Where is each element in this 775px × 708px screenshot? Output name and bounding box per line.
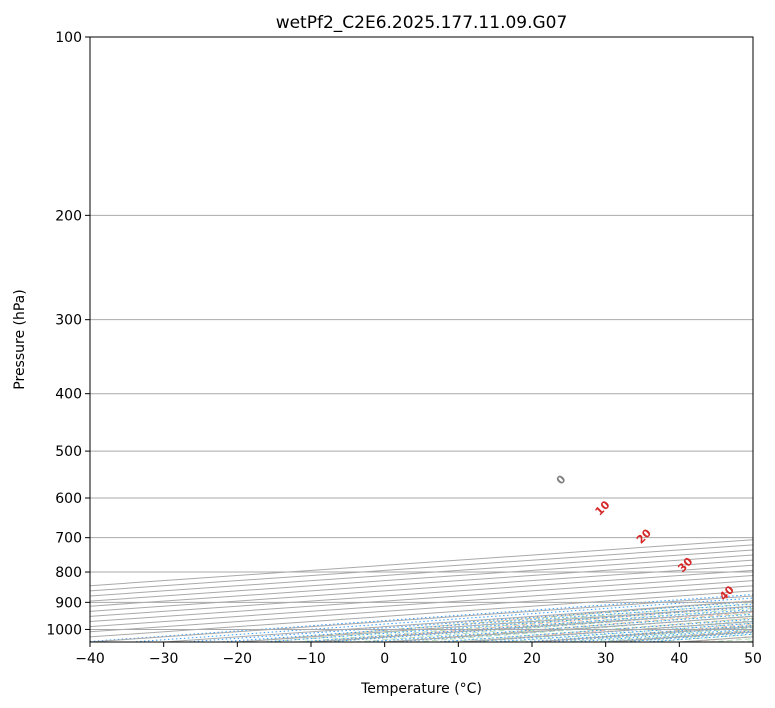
- x-tick-label: 10: [449, 651, 467, 667]
- y-tick-label: 600: [55, 491, 82, 507]
- x-axis-label: Temperature (°C): [360, 681, 482, 697]
- y-tick-label: 200: [55, 208, 82, 224]
- plot-area: -100-90-80-70-60-50-40-30-20-100.10.20.4…: [90, 37, 753, 642]
- y-tick-label: 400: [55, 387, 82, 403]
- plot-frame: [89, 36, 754, 643]
- isotherm-line: [90, 539, 753, 587]
- moist-adiabat: [325, 607, 753, 642]
- moist-adiabat: [266, 602, 753, 642]
- x-tick-label: 20: [523, 651, 541, 667]
- y-tick-label: 500: [55, 444, 82, 460]
- x-tick-label: −10: [296, 651, 326, 667]
- x-tick-label: −30: [149, 651, 179, 667]
- y-tick-label: 100: [55, 30, 82, 46]
- isotherm-lines: [90, 539, 753, 642]
- x-tick-label: 50: [744, 651, 762, 667]
- y-tick-label: 1000: [46, 622, 82, 638]
- chart-title: wetPf2_C2E6.2025.177.11.09.G07: [276, 13, 568, 33]
- x-tick-label: 30: [597, 651, 615, 667]
- x-tick-label: −20: [223, 651, 253, 667]
- y-tick-label: 700: [55, 531, 82, 547]
- x-axis-ticks: −40 −30 −20 −10 0 10 20 30 40 50: [75, 642, 762, 667]
- moist-adiabat: [237, 600, 753, 642]
- moist-adiabat: [296, 605, 753, 642]
- y-tick-label: 900: [55, 595, 82, 611]
- mixing-ratio-line: [90, 594, 753, 642]
- y-axis-label: Pressure (hPa): [12, 289, 28, 389]
- mixing-ratio-lines: [90, 594, 753, 642]
- x-tick-label: 40: [670, 651, 688, 667]
- mixing-ratio-line: [185, 601, 753, 642]
- x-tick-label: 0: [380, 651, 389, 667]
- y-tick-label: 800: [55, 565, 82, 581]
- y-axis-ticks: 100 200 300 400 500 600 700 800 900 1000: [46, 30, 90, 638]
- mixing-ratio-line: [131, 597, 753, 642]
- y-tick-label: 300: [55, 313, 82, 329]
- x-tick-label: −40: [75, 651, 105, 667]
